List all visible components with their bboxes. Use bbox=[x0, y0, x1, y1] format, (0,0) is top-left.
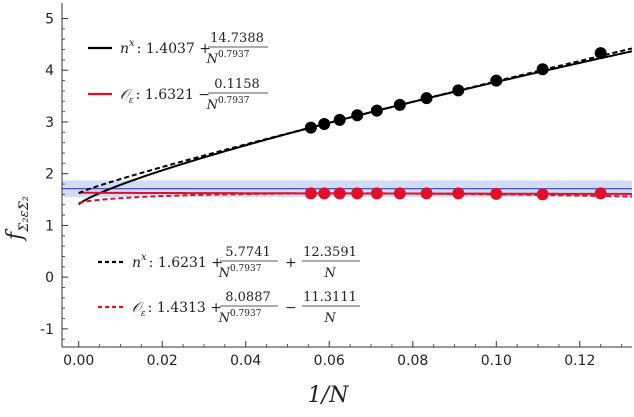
svg-text:14.7388: 14.7388 bbox=[210, 31, 264, 46]
data-point-s0-4 bbox=[370, 104, 383, 117]
data-point-s0-5 bbox=[393, 98, 406, 111]
x-tick-label-4: 0.08 bbox=[397, 353, 428, 369]
data-point-s1-9 bbox=[536, 188, 549, 201]
y-tick-label-0: -1 bbox=[40, 322, 54, 338]
data-point-s1-8 bbox=[490, 187, 503, 200]
svg-text:11.3111: 11.3111 bbox=[303, 290, 357, 305]
svg-text:+: + bbox=[285, 255, 297, 271]
fit-curve-2 bbox=[78, 47, 633, 195]
data-point-s0-2 bbox=[333, 113, 346, 126]
svg-text:𝒪ε: 1.6321 −: 𝒪ε: 1.6321 − bbox=[120, 87, 210, 106]
data-point-s1-3 bbox=[351, 187, 364, 200]
svg-text:5.7741: 5.7741 bbox=[225, 245, 271, 260]
legend-top-entry-nx: nx: 1.4037 + 14.7388 N0.7937 bbox=[88, 31, 268, 67]
data-point-s0-6 bbox=[420, 92, 433, 105]
y-tick-label-6: 5 bbox=[45, 12, 54, 28]
data-point-s0-0 bbox=[304, 121, 317, 134]
axis-ticks: 0.00 0.02 0.04 0.06 0.08 0.10 0.12 -1 0 1 2 3 4 5 bbox=[40, 12, 623, 369]
x-tick-label-1: 0.02 bbox=[147, 353, 178, 369]
svg-text:N0.7937: N0.7937 bbox=[218, 264, 262, 281]
svg-text:12.3591: 12.3591 bbox=[303, 245, 357, 260]
data-point-s1-7 bbox=[452, 187, 465, 200]
data-points bbox=[304, 47, 607, 201]
data-point-s0-9 bbox=[536, 63, 549, 76]
data-point-s1-5 bbox=[393, 187, 406, 200]
svg-text:N: N bbox=[323, 311, 336, 326]
x-axis-title: 1/N bbox=[308, 383, 349, 408]
x-tick-label-2: 0.04 bbox=[230, 353, 261, 369]
data-point-s0-8 bbox=[490, 74, 503, 87]
y-tick-label-5: 4 bbox=[45, 63, 54, 79]
fit-curve-3 bbox=[78, 192, 633, 205]
x-tick-label-6: 0.12 bbox=[564, 353, 595, 369]
y-tick-label-1: 0 bbox=[45, 270, 54, 286]
legend-bottom-entry-nx: nx: 1.6231 + 5.7741 N0.7937 + 12.3591 N bbox=[98, 245, 360, 281]
data-point-s0-7 bbox=[452, 84, 465, 97]
svg-text:0.1158: 0.1158 bbox=[214, 77, 260, 92]
svg-text:N: N bbox=[323, 266, 336, 281]
data-point-s1-0 bbox=[304, 187, 317, 200]
data-point-s0-10 bbox=[594, 47, 607, 60]
svg-text:8.0887: 8.0887 bbox=[225, 290, 271, 305]
svg-text:fΣ₂εΣ₂: fΣ₂εΣ₂ bbox=[3, 196, 32, 242]
svg-text:N0.7937: N0.7937 bbox=[206, 96, 250, 113]
y-tick-label-2: 1 bbox=[45, 218, 54, 234]
svg-text:−: − bbox=[285, 300, 297, 316]
x-tick-label-5: 0.10 bbox=[481, 353, 512, 369]
legend-bottom: nx: 1.6231 + 5.7741 N0.7937 + 12.3591 N … bbox=[98, 245, 360, 326]
data-point-s1-1 bbox=[318, 187, 331, 200]
svg-text:N0.7937: N0.7937 bbox=[218, 309, 262, 326]
legend-bottom-entry-oe: 𝒪ε: 1.4313 + 8.0887 N0.7937 − 11.3111 N bbox=[98, 290, 360, 326]
data-point-s1-4 bbox=[370, 187, 383, 200]
svg-text:nx: 1.4037 +: nx: 1.4037 + bbox=[120, 38, 211, 57]
legend-top-entry-oe: 𝒪ε: 1.6321 − 0.1158 N0.7937 bbox=[88, 77, 268, 113]
svg-text:nx: 1.6231 +: nx: 1.6231 + bbox=[132, 252, 223, 271]
y-tick-label-3: 2 bbox=[45, 167, 54, 183]
y-tick-label-4: 3 bbox=[45, 115, 54, 131]
data-point-s1-2 bbox=[333, 187, 346, 200]
x-tick-label-3: 0.06 bbox=[314, 353, 345, 369]
svg-text:N0.7937: N0.7937 bbox=[206, 50, 250, 67]
x-tick-label-0: 0.00 bbox=[63, 353, 94, 369]
data-point-s1-10 bbox=[594, 187, 607, 200]
svg-text:𝒪ε: 1.4313 +: 𝒪ε: 1.4313 + bbox=[132, 300, 222, 319]
legend-top: nx: 1.4037 + 14.7388 N0.7937 𝒪ε: 1.6321 … bbox=[88, 31, 268, 113]
data-point-s0-1 bbox=[318, 118, 331, 131]
y-axis-title: fΣ₂εΣ₂ bbox=[3, 196, 32, 242]
data-point-s0-3 bbox=[351, 109, 364, 122]
data-point-s1-6 bbox=[420, 187, 433, 200]
